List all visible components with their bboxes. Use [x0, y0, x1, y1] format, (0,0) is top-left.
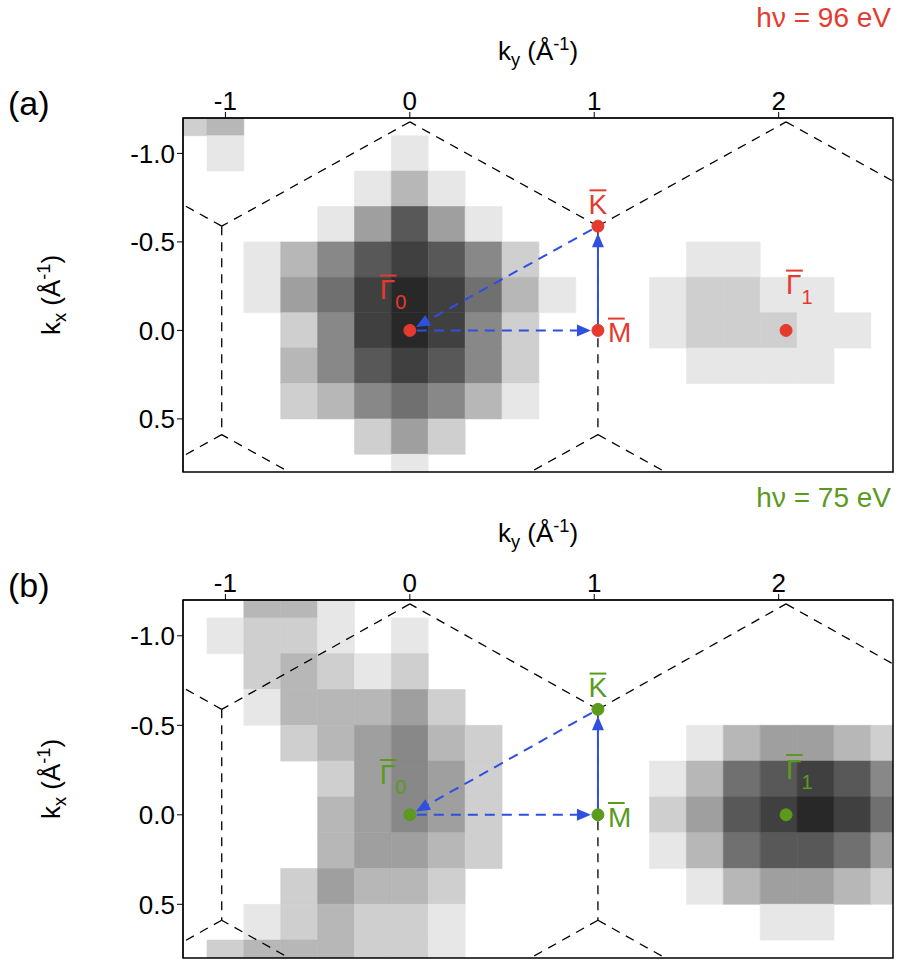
html-text:x: x: [49, 797, 70, 807]
svg-text:-0.5: -0.5: [130, 227, 175, 257]
svg-text:Γ0: Γ0: [380, 759, 407, 798]
html-text:hν = 96 eV: hν = 96 eV: [756, 2, 891, 33]
svg-text:-1: -1: [214, 568, 237, 598]
svg-text:1: 1: [587, 86, 601, 116]
html-text:hν = 75 eV: hν = 75 eV: [756, 482, 891, 513]
svg-text:M: M: [608, 317, 631, 348]
html-text:(a): (a): [8, 84, 50, 122]
svg-text:0.5: 0.5: [139, 404, 175, 434]
svg-text:-1: -1: [214, 86, 237, 116]
svg-text:-1.0: -1.0: [130, 139, 175, 169]
html-text:ky(Å-1): ky(Å-1): [497, 516, 579, 552]
svg-text:0.0: 0.0: [139, 800, 175, 830]
svg-text:M: M: [608, 802, 631, 833]
svg-text:0: 0: [403, 568, 417, 598]
svg-text:1: 1: [587, 568, 601, 598]
html-text:k: k: [35, 806, 66, 820]
svg-text:-1.0: -1.0: [130, 621, 175, 651]
html-text:-1: -1: [33, 747, 54, 764]
svg-text:K: K: [589, 672, 608, 703]
html-text:ky(Å-1): ky(Å-1): [497, 34, 579, 70]
svg-text:0: 0: [403, 86, 417, 116]
svg-text:Γ1: Γ1: [786, 269, 813, 308]
html-text:(Å: (Å: [35, 279, 66, 313]
svg-text:2: 2: [771, 568, 785, 598]
html-text:k: k: [35, 322, 66, 336]
html-text:(b): (b): [8, 566, 50, 604]
html-text:(Å: (Å: [35, 763, 66, 797]
svg-text:0.0: 0.0: [139, 316, 175, 346]
svg-text:Γ1: Γ1: [786, 754, 813, 793]
svg-text:0.5: 0.5: [139, 890, 175, 920]
svg-text:2: 2: [771, 86, 785, 116]
svg-text:K: K: [589, 189, 608, 220]
html-text:-1: -1: [33, 263, 54, 280]
svg-text:Γ0: Γ0: [380, 274, 407, 313]
svg-text:-0.5: -0.5: [130, 711, 175, 741]
html-text:x: x: [49, 313, 70, 323]
